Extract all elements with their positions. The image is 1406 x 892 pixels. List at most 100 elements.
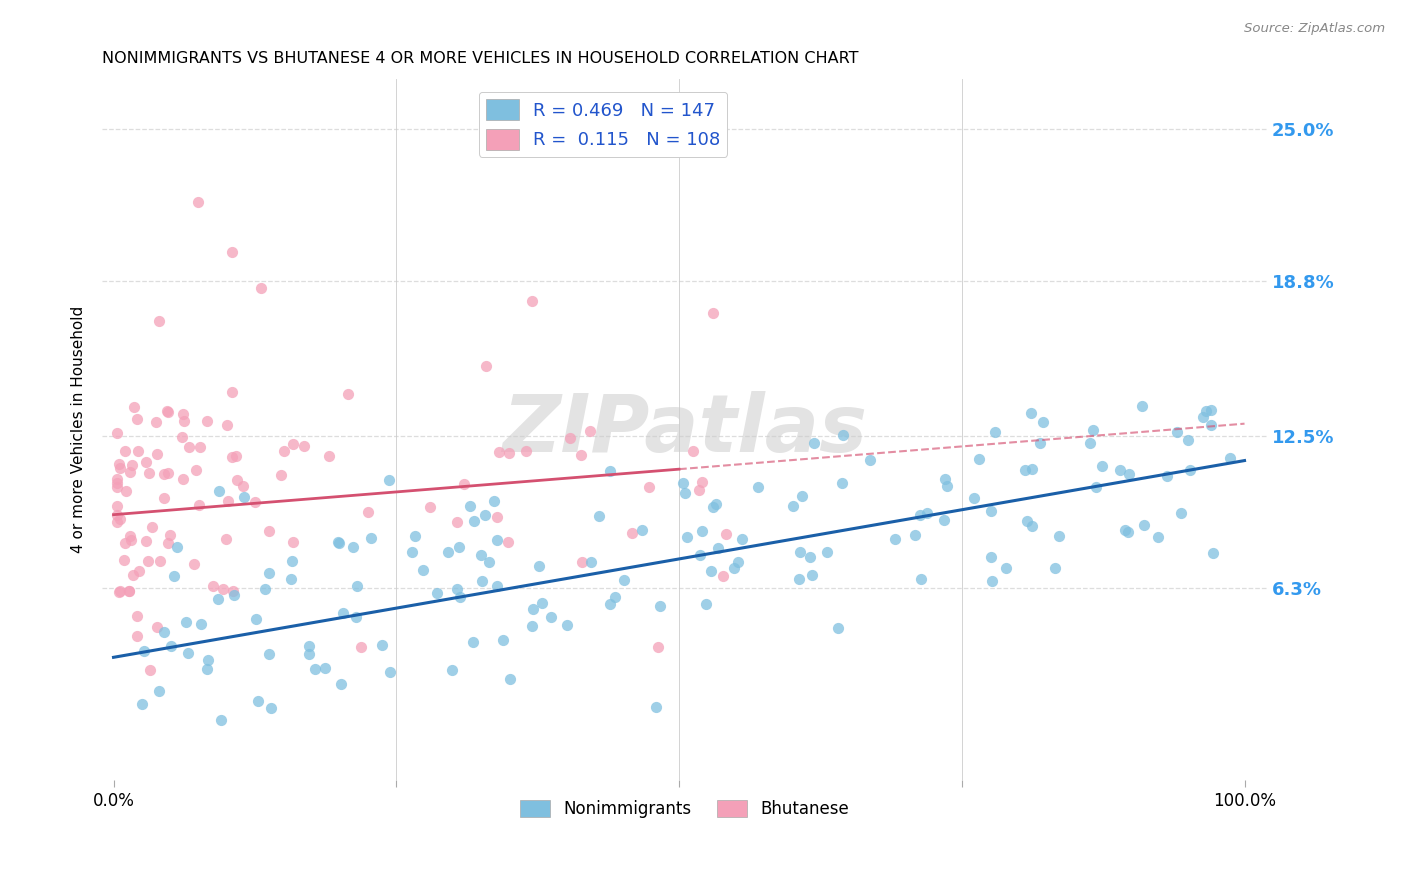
Point xyxy=(711,568,734,582)
Point xyxy=(253,582,276,596)
Point xyxy=(447,541,470,555)
Point xyxy=(1032,415,1054,429)
Point xyxy=(257,566,280,581)
Point xyxy=(673,486,696,500)
Point xyxy=(540,610,562,624)
Point xyxy=(135,533,157,548)
Point xyxy=(520,293,543,308)
Point xyxy=(148,313,170,327)
Point xyxy=(146,447,169,461)
Point xyxy=(630,524,652,538)
Point xyxy=(690,524,713,538)
Point xyxy=(426,586,449,600)
Point xyxy=(499,672,522,686)
Point xyxy=(281,534,304,549)
Point xyxy=(792,489,814,503)
Point xyxy=(132,644,155,658)
Point xyxy=(197,653,219,667)
Point xyxy=(211,713,233,727)
Point xyxy=(249,281,271,295)
Point xyxy=(1177,434,1199,448)
Point xyxy=(936,479,959,493)
Point xyxy=(357,505,380,519)
Point xyxy=(588,509,610,524)
Point xyxy=(1178,463,1201,477)
Point xyxy=(108,461,131,475)
Point xyxy=(378,665,401,679)
Point xyxy=(695,597,717,611)
Point xyxy=(859,452,882,467)
Point xyxy=(789,545,811,559)
Point xyxy=(314,661,336,675)
Point xyxy=(827,621,849,635)
Point xyxy=(105,476,128,491)
Point xyxy=(378,473,401,487)
Point xyxy=(346,579,368,593)
Point xyxy=(105,515,128,529)
Legend: Nonimmigrants, Bhutanese: Nonimmigrants, Bhutanese xyxy=(513,793,856,824)
Point xyxy=(620,525,643,540)
Point xyxy=(350,640,373,654)
Point xyxy=(522,601,544,615)
Point xyxy=(700,565,723,579)
Point xyxy=(527,559,550,574)
Point xyxy=(1019,406,1042,420)
Point xyxy=(571,555,593,569)
Point xyxy=(1047,529,1070,543)
Point xyxy=(1219,450,1241,465)
Point xyxy=(138,466,160,480)
Point xyxy=(463,514,485,528)
Point xyxy=(145,415,167,429)
Point xyxy=(714,527,737,541)
Point xyxy=(1043,560,1066,574)
Point xyxy=(453,477,475,491)
Point xyxy=(1118,467,1140,481)
Point xyxy=(105,472,128,486)
Point xyxy=(304,662,326,676)
Point xyxy=(1130,400,1153,414)
Point xyxy=(270,468,292,483)
Point xyxy=(260,700,283,714)
Point xyxy=(336,387,359,401)
Point xyxy=(648,599,671,613)
Point xyxy=(603,590,626,604)
Point xyxy=(704,497,727,511)
Point xyxy=(449,590,471,604)
Point xyxy=(981,574,1004,588)
Point xyxy=(484,494,506,508)
Point xyxy=(1147,530,1170,544)
Point xyxy=(404,529,426,543)
Point xyxy=(613,573,636,587)
Point xyxy=(688,483,710,497)
Point xyxy=(578,424,600,438)
Point xyxy=(446,582,468,596)
Point xyxy=(934,513,956,527)
Point xyxy=(157,466,180,480)
Point xyxy=(560,431,582,445)
Point xyxy=(281,437,304,451)
Point xyxy=(915,506,938,520)
Point xyxy=(330,676,353,690)
Point xyxy=(217,493,239,508)
Point xyxy=(332,606,354,620)
Point xyxy=(273,444,295,458)
Point xyxy=(672,476,695,491)
Point xyxy=(531,595,554,609)
Point xyxy=(360,531,382,545)
Point xyxy=(555,618,578,632)
Y-axis label: 4 or more Vehicles in Household: 4 or more Vehicles in Household xyxy=(72,306,86,553)
Point xyxy=(124,401,146,415)
Point xyxy=(1195,403,1218,417)
Point xyxy=(498,446,520,460)
Point xyxy=(115,484,138,499)
Point xyxy=(232,478,254,492)
Point xyxy=(747,480,769,494)
Point xyxy=(153,625,176,640)
Point xyxy=(125,629,148,643)
Point xyxy=(419,500,441,515)
Point xyxy=(599,597,621,611)
Point xyxy=(344,610,367,624)
Point xyxy=(118,583,141,598)
Point xyxy=(176,646,198,660)
Text: ZIPatlas: ZIPatlas xyxy=(502,391,868,469)
